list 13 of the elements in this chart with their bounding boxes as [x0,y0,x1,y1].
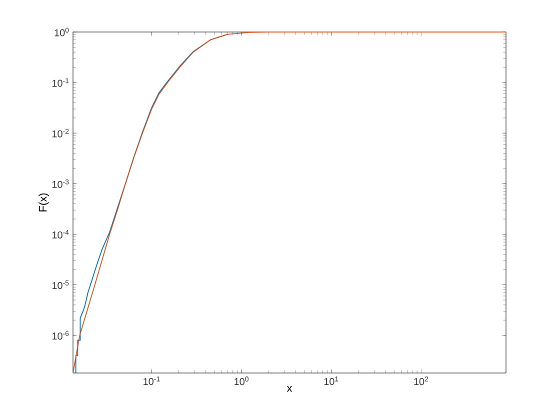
x-tick-label: 10$^{1}$ [324,376,338,386]
y-tick-label: 10$^{-2}$ [52,128,69,138]
y-tick-label: 10$^{-1}$ [52,78,69,87]
y-tick-label: 10$^{-6}$ [52,331,69,340]
x-tick-label: 10$^{0}$ [234,376,248,386]
y-tick-label: 10$^{-5}$ [52,280,69,290]
x-axis-title: x [286,386,292,392]
y-tick-label: 10$^{-4}$ [52,230,69,238]
y-axis-title: F(x) [38,193,49,212]
y-tick-label: 10$^{-3}$ [52,179,69,188]
x-tick-label: 10$^{-1}$ [144,376,160,386]
x-tick-label: 10$^{2}$ [414,376,428,386]
y-tick-label: 10$^{0}$ [54,28,69,36]
